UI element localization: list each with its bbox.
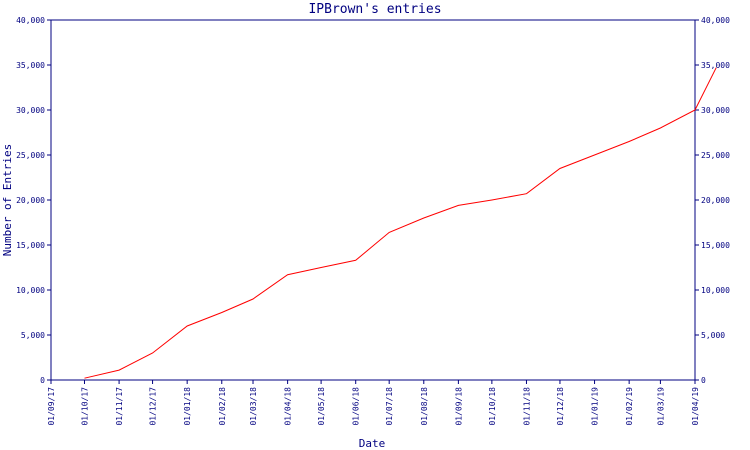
plot-frame [50, 19, 696, 381]
x-tick-label: 01/05/18 [317, 387, 326, 426]
y-tick-label-left: 25,000 [16, 151, 45, 160]
x-tick-label: 01/09/17 [47, 387, 56, 426]
y-tick-label-right: 35,000 [701, 61, 730, 70]
x-axis-label: Date [359, 437, 386, 450]
y-tick-label-left: 20,000 [16, 196, 45, 205]
series-line [84, 67, 717, 379]
y-tick-label-left: 0 [40, 376, 45, 385]
x-tick-label: 01/11/18 [522, 387, 531, 426]
x-tick-label: 01/10/18 [488, 387, 497, 426]
ticks: 0 0 5,000 5,000 10,000 10,000 15,000 15,000 20,0… [16, 16, 730, 426]
y-axis-label: Number of Entries [1, 144, 14, 257]
x-tick-label: 01/06/18 [352, 387, 361, 426]
x-tick-label: 01/09/18 [454, 387, 463, 426]
x-tick-label: 01/03/19 [656, 387, 665, 426]
x-tick-label: 01/04/18 [284, 387, 293, 426]
axes [50, 19, 696, 381]
y-tick-label-right: 20,000 [701, 196, 730, 205]
y-tick-label-right: 40,000 [701, 16, 730, 25]
series-layer [84, 67, 717, 379]
y-tick-label-right: 10,000 [701, 286, 730, 295]
y-tick-label-left: 5,000 [21, 331, 45, 340]
y-tick-label-left: 40,000 [16, 16, 45, 25]
y-tick-label-left: 10,000 [16, 286, 45, 295]
x-tick-label: 01/01/19 [591, 387, 600, 426]
x-tick-label: 01/01/18 [183, 387, 192, 426]
y-tick-label-right: 30,000 [701, 106, 730, 115]
chart-title: IPBrown's entries [308, 2, 441, 17]
y-tick-label-right: 15,000 [701, 241, 730, 250]
x-tick-label: 01/02/18 [218, 387, 227, 426]
y-tick-label-left: 15,000 [16, 241, 45, 250]
x-tick-label: 01/10/17 [80, 387, 89, 426]
x-tick-label: 01/12/17 [149, 387, 158, 426]
x-tick-label: 01/07/18 [385, 387, 394, 426]
y-tick-label-left: 30,000 [16, 106, 45, 115]
x-tick-label: 01/02/19 [625, 387, 634, 426]
x-tick-label: 01/03/18 [249, 387, 258, 426]
y-tick-label-left: 35,000 [16, 61, 45, 70]
x-tick-label: 01/08/18 [420, 387, 429, 426]
x-tick-label: 01/12/18 [556, 387, 565, 426]
x-tick-label: 01/11/17 [115, 387, 124, 426]
y-tick-label-right: 25,000 [701, 151, 730, 160]
x-tick-label: 01/04/19 [691, 387, 700, 426]
y-tick-label-right: 5,000 [701, 331, 725, 340]
y-tick-label-right: 0 [701, 376, 706, 385]
